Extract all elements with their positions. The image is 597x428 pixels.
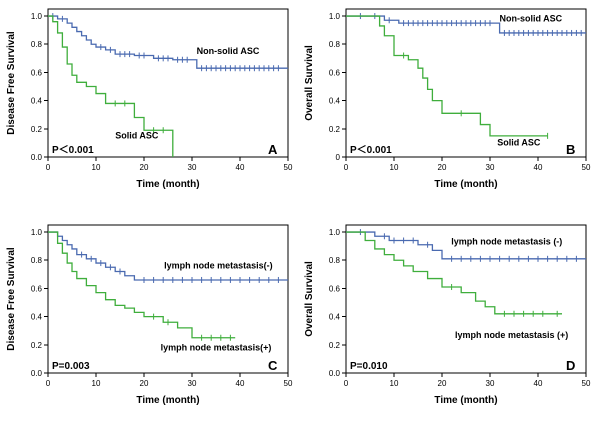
y-tick-label: 0.2	[31, 125, 43, 134]
y-tick-label: 1.0	[329, 12, 341, 21]
y-axis-title: Disease Free Survival	[6, 31, 17, 135]
panel-letter: D	[566, 358, 575, 373]
series-label: lymph node metastasis(+)	[161, 342, 272, 352]
x-tick-label: 0	[46, 379, 51, 388]
x-tick-label: 0	[344, 379, 349, 388]
y-tick-label: 0.8	[31, 256, 43, 265]
y-tick-label: 0.6	[329, 68, 341, 77]
y-tick-label: 0	[336, 153, 341, 162]
km-panel-b: 0 10 20 30 40 50 0 0.2 0.4 0.6 0.8 1.0 Time (month) O…	[298, 0, 596, 212]
series-label: lymph node metastasis(-)	[164, 261, 273, 271]
x-axis-title: Time (month)	[136, 395, 199, 406]
x-tick-label: 10	[390, 379, 399, 388]
x-tick-label: 30	[486, 163, 495, 172]
km-chart-svg: 0 10 20 30 40 50 0 0.2 0.4 0.6 0.8 1.0 Time (month) O…	[304, 8, 591, 190]
x-tick-label: 50	[582, 163, 591, 172]
x-tick-label: 20	[438, 379, 447, 388]
y-tick-label: 0.6	[31, 68, 43, 77]
y-axis-title: Overall Survival	[304, 45, 315, 121]
survival-curve-green	[48, 231, 236, 339]
y-tick-label: 0.2	[329, 125, 341, 134]
p-value: P＜0.001	[52, 144, 94, 156]
panel-letter: A	[268, 142, 278, 157]
x-tick-label: 20	[438, 163, 447, 172]
x-axis-title: Time (month)	[136, 179, 199, 190]
y-tick-label: 0.8	[31, 40, 43, 49]
y-tick-label: 0.6	[31, 284, 43, 293]
x-tick-label: 30	[188, 379, 197, 388]
x-tick-label: 10	[92, 379, 101, 388]
plot-frame	[47, 8, 289, 158]
y-tick-label: 0.4	[329, 313, 341, 322]
survival-curve-green	[346, 15, 548, 137]
y-tick-label: 1.0	[31, 12, 43, 21]
panel-letter: C	[268, 358, 278, 373]
survival-curve-blue	[346, 15, 586, 34]
y-tick-label: 0.2	[329, 341, 341, 350]
y-tick-label: 0.6	[329, 284, 341, 293]
x-tick-label: 40	[236, 163, 245, 172]
survival-curve-blue	[48, 15, 288, 69]
x-tick-label: 50	[582, 379, 591, 388]
x-tick-label: 20	[140, 379, 149, 388]
survival-curve-blue	[48, 231, 288, 281]
x-tick-label: 30	[188, 163, 197, 172]
y-tick-label: 0.8	[329, 40, 341, 49]
y-axis-title: Disease Free Survival	[6, 247, 17, 351]
x-axis-title: Time (month)	[434, 395, 497, 406]
survival-curve-blue	[346, 231, 586, 260]
y-tick-label: 0.2	[31, 341, 43, 350]
km-panel-a: 0 10 20 30 40 50 0.0 0.2 0.4 0.6 0.8 1.0 Time (month…	[0, 0, 298, 212]
x-axis-title: Time (month)	[434, 179, 497, 190]
survival-curve-green	[48, 15, 174, 157]
y-tick-label: 0.0	[31, 153, 43, 162]
y-tick-label: 0.4	[329, 97, 341, 106]
p-value: P=0.010	[350, 361, 388, 372]
x-tick-label: 30	[486, 379, 495, 388]
y-tick-label: 0.4	[31, 313, 43, 322]
y-tick-label: 1.0	[31, 228, 43, 237]
x-tick-label: 50	[284, 163, 293, 172]
series-label: Solid ASC	[497, 138, 541, 148]
x-tick-label: 10	[92, 163, 101, 172]
series-label: lymph node metastasis (-)	[451, 237, 562, 247]
plot-frame	[47, 224, 289, 374]
p-value: P=0.003	[52, 361, 90, 372]
series-label: lymph node metastasis (+)	[455, 330, 568, 340]
x-tick-label: 0	[46, 163, 51, 172]
panel-letter: B	[566, 142, 575, 157]
y-tick-label: 1.0	[329, 228, 341, 237]
survival-curve-green	[346, 231, 562, 315]
x-tick-label: 0	[344, 163, 349, 172]
km-chart-svg: 0 10 20 30 40 50 0.0 0.2 0.4 0.6 0.8 1.0 Time (month…	[6, 8, 293, 190]
series-label: Solid ASC	[115, 131, 159, 141]
plot-frame	[345, 224, 587, 374]
series-label: Non-solid ASC	[197, 46, 260, 56]
x-tick-label: 40	[534, 163, 543, 172]
km-panel-d: 0 10 20 30 40 50 0.0 0.2 0.4 0.6 0.8 1.0 Time (month…	[298, 216, 596, 428]
y-tick-label: 0.0	[31, 369, 43, 378]
km-chart-svg: 0 10 20 30 40 50 0.0 0.2 0.4 0.6 0.8 1.0 Time (month…	[304, 224, 591, 406]
y-tick-label: 0.4	[31, 97, 43, 106]
p-value: P＜0.001	[350, 144, 392, 156]
series-label: Non-solid ASC	[499, 14, 562, 24]
x-tick-label: 40	[534, 379, 543, 388]
y-tick-label: 0.8	[329, 256, 341, 265]
x-tick-label: 50	[284, 379, 293, 388]
x-tick-label: 10	[390, 163, 399, 172]
km-chart-svg: 0 10 20 30 40 50 0.0 0.2 0.4 0.6 0.8 1.0 Time (month…	[6, 224, 293, 406]
plot-frame	[345, 8, 587, 158]
x-tick-label: 20	[140, 163, 149, 172]
y-axis-title: Overall Survival	[304, 261, 315, 337]
km-panel-c: 0 10 20 30 40 50 0.0 0.2 0.4 0.6 0.8 1.0 Time (month…	[0, 216, 298, 428]
y-tick-label: 0.0	[329, 369, 341, 378]
x-tick-label: 40	[236, 379, 245, 388]
